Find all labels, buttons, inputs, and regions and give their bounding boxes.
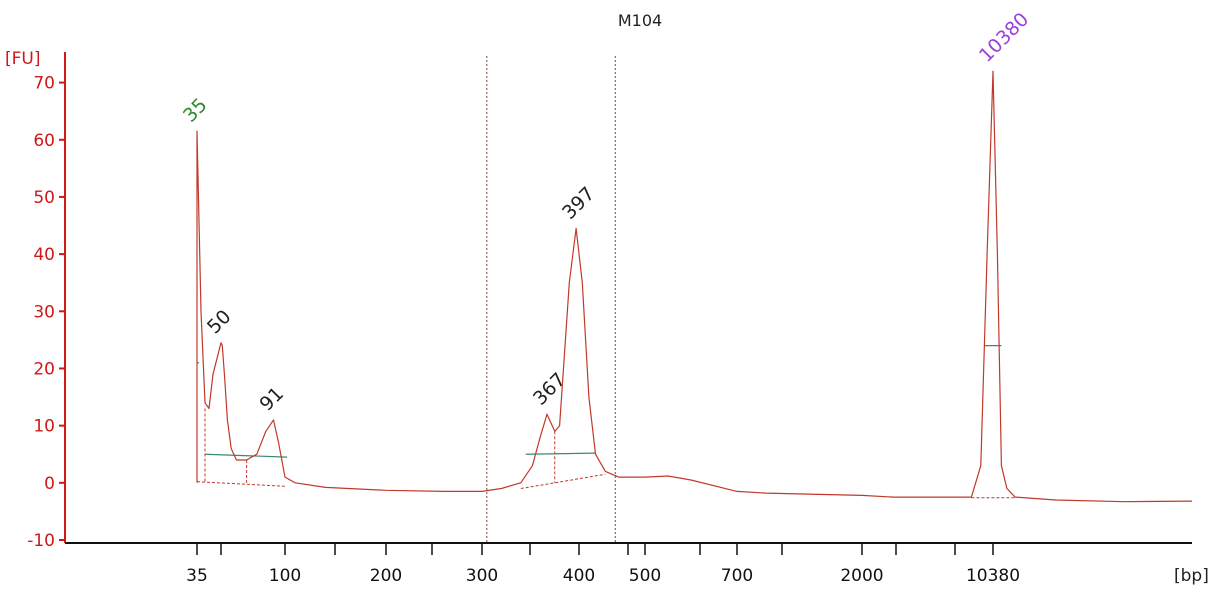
y-tick-label: 10	[33, 417, 55, 437]
half-height-line	[204, 453, 288, 458]
region-markers	[486, 56, 616, 543]
x-tick-label: 400	[563, 566, 595, 586]
y-tick-label: 70	[33, 74, 55, 94]
half-height-line	[525, 452, 596, 455]
peak-label: 367	[529, 369, 570, 410]
x-tick-label: 300	[466, 566, 498, 586]
x-tick-label: 100	[269, 566, 301, 586]
y-tick-label: -10	[27, 531, 55, 551]
peak-label: 50	[203, 306, 236, 339]
x-tick-label: 500	[629, 566, 661, 586]
y-tick-label: 40	[33, 245, 55, 265]
y-tick-label: 20	[33, 359, 55, 379]
y-axis-label: [FU]	[5, 49, 41, 69]
x-tick-label: 700	[721, 566, 753, 586]
peak-label: 397	[558, 183, 599, 224]
x-tick-label: 2000	[840, 566, 883, 586]
baseline-peak-group-2	[520, 473, 606, 490]
peak-label: 35	[179, 94, 212, 127]
x-tick-label: 35	[186, 566, 208, 586]
y-tick-label: 60	[33, 131, 55, 151]
x-axis: 35 100 200 300 400 500 700 2000 10380	[65, 542, 1192, 586]
peak-label: 91	[255, 383, 288, 416]
x-axis-label: [bp]	[1174, 566, 1209, 586]
trace-line	[196, 70, 1193, 503]
y-tick-label: 0	[44, 474, 55, 494]
baseline-peak-group-1	[196, 481, 286, 487]
x-tick-label: 200	[370, 566, 402, 586]
y-tick-label: 50	[33, 188, 55, 208]
peak-labels: 35 50 91 367 397 10380	[179, 8, 1033, 415]
peak-label: 10380	[975, 8, 1033, 66]
chart-title: M104	[618, 11, 662, 30]
y-tick-label: 30	[33, 302, 55, 322]
baseline-group	[196, 345, 1016, 499]
x-tick-label: 10380	[966, 566, 1020, 586]
trace-group	[196, 70, 1193, 503]
y-axis: -10 0 10 20 30 40 50 60 70	[27, 52, 66, 551]
